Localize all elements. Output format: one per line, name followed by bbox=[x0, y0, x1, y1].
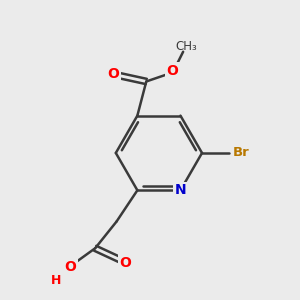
Text: O: O bbox=[166, 64, 178, 78]
Text: Br: Br bbox=[232, 146, 249, 160]
Text: O: O bbox=[119, 256, 131, 269]
Text: H: H bbox=[51, 274, 61, 286]
Text: CH₃: CH₃ bbox=[175, 40, 197, 53]
Text: O: O bbox=[64, 260, 76, 274]
Text: O: O bbox=[108, 67, 119, 81]
Text: N: N bbox=[175, 183, 186, 197]
